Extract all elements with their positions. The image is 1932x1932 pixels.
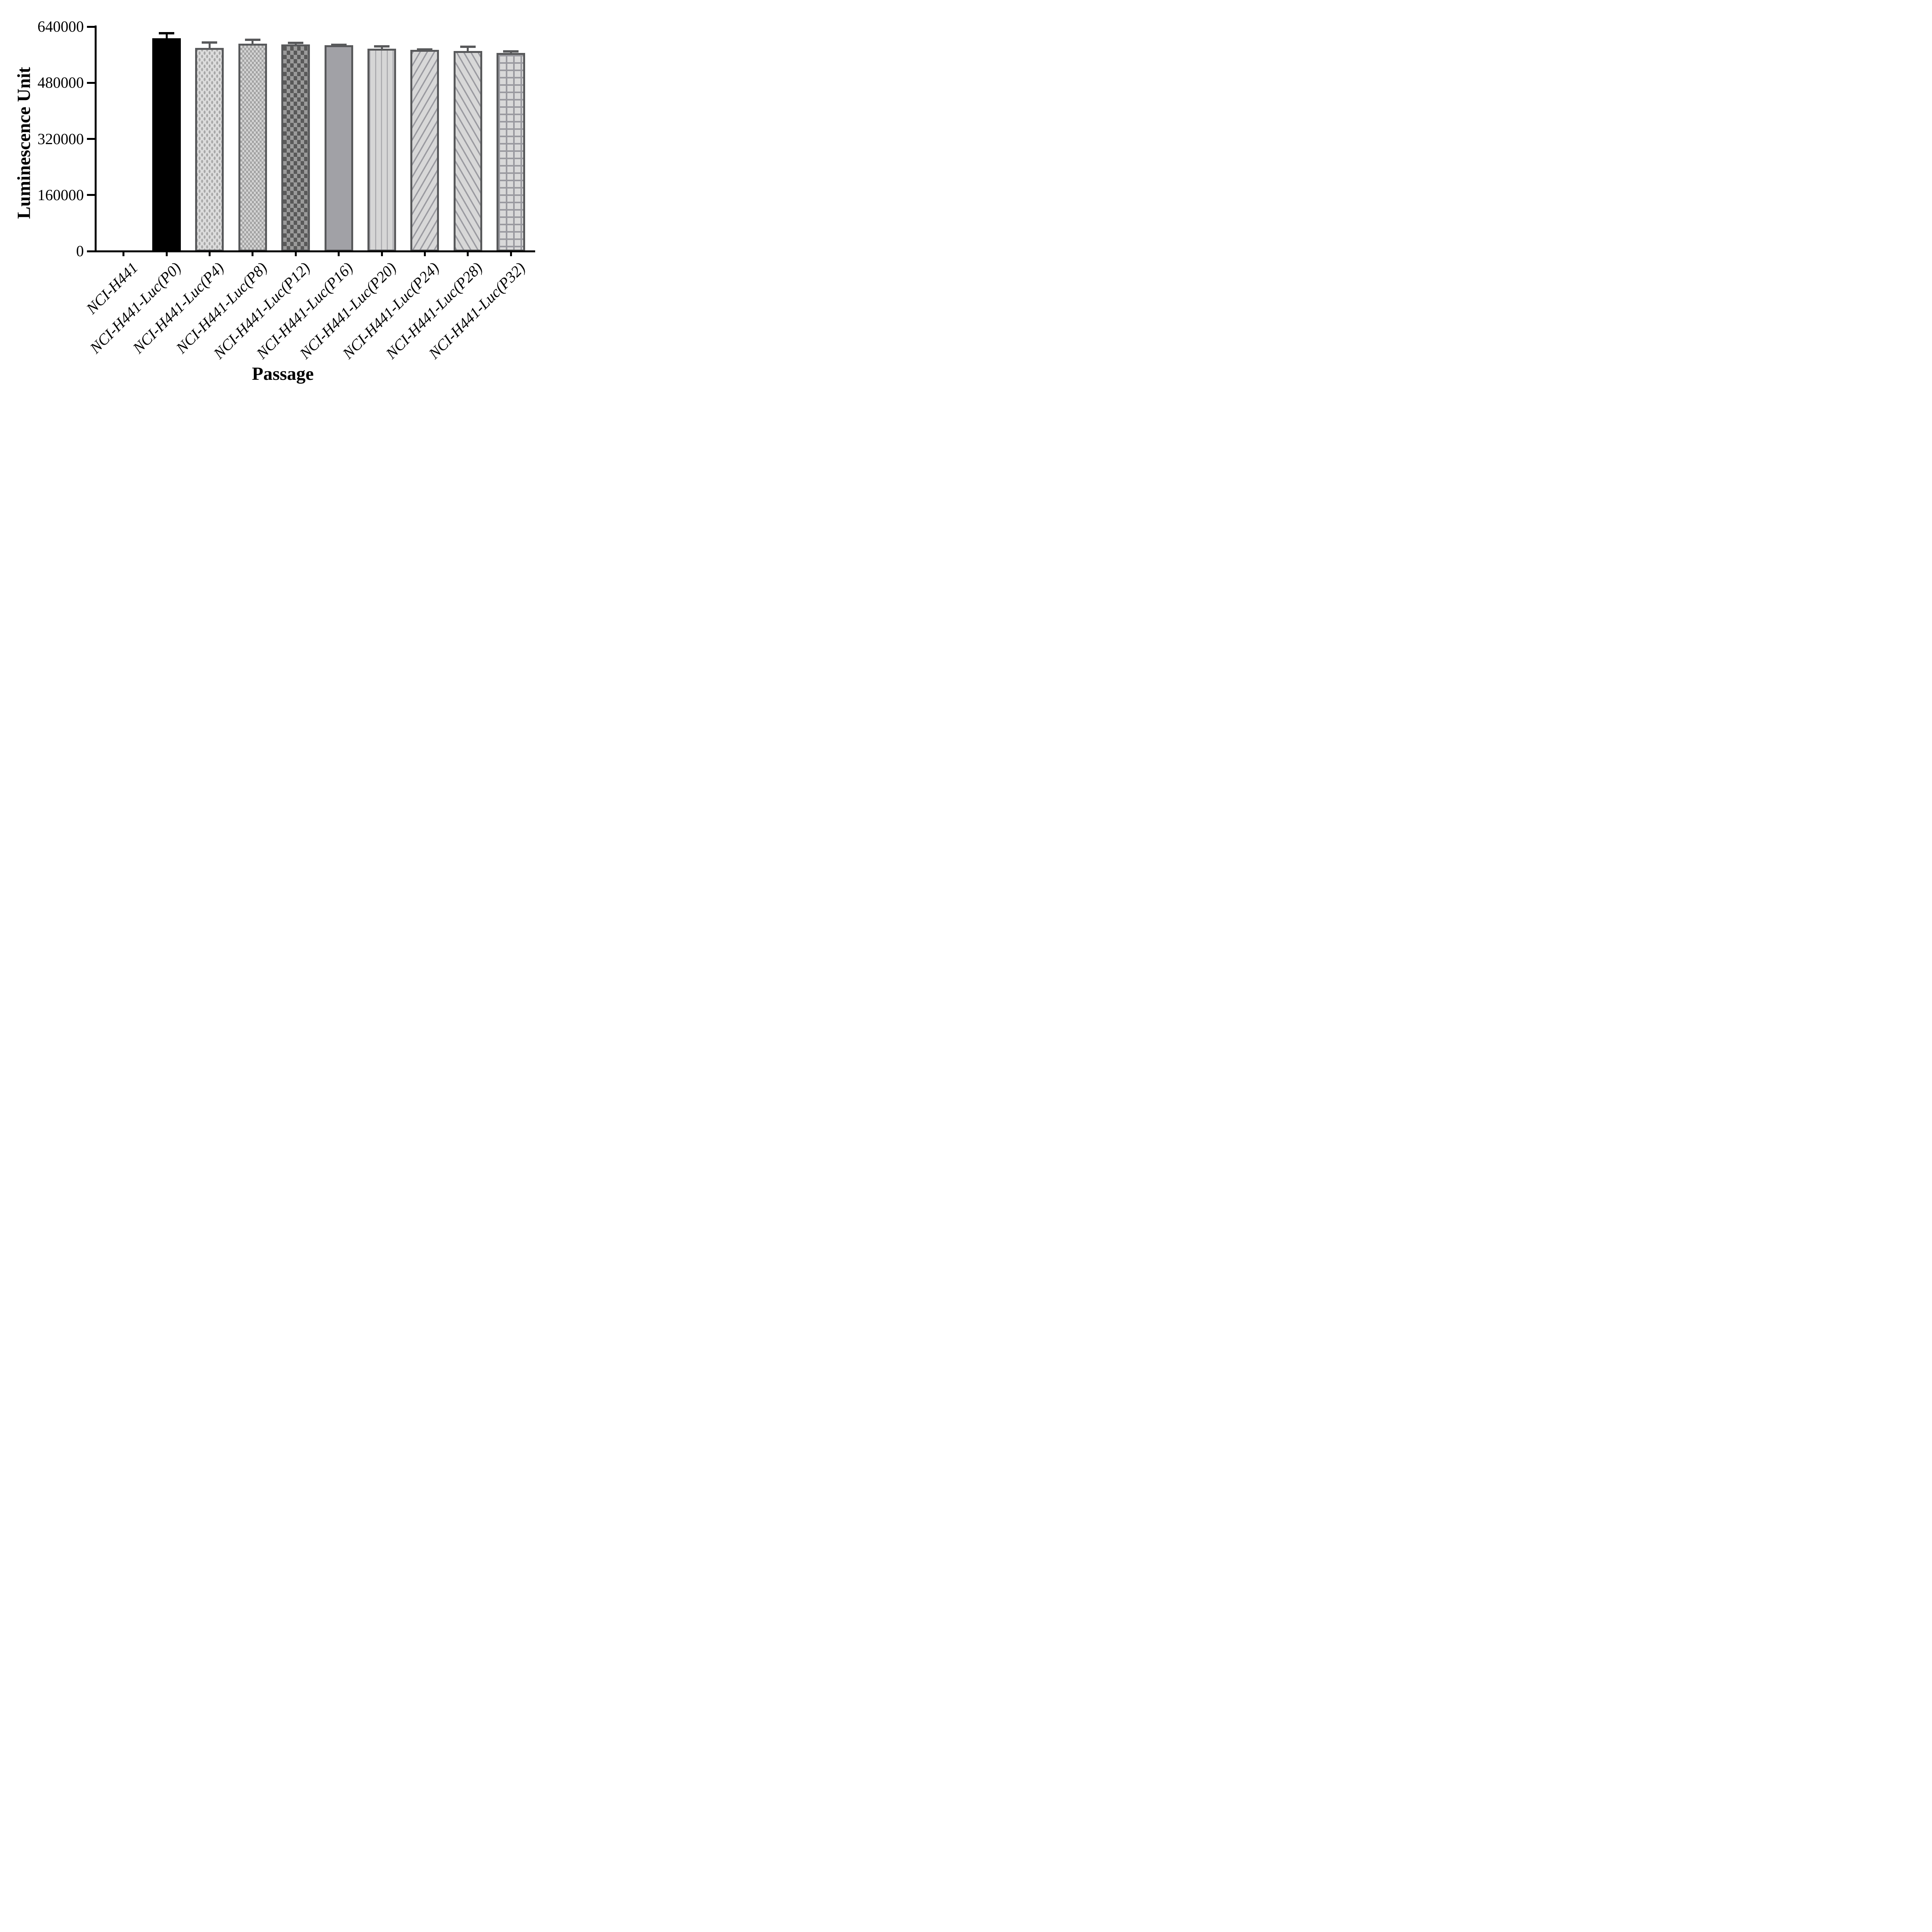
bar-NCI-H441-Luc(P24): [410, 49, 439, 252]
error-bar-cap-NCI-H441-Luc(P20): [374, 45, 389, 48]
x-tick: [510, 252, 512, 256]
error-bar-stem-NCI-H441-Luc(P8): [252, 41, 254, 45]
error-bar-stem-NCI-H441-Luc(P0): [165, 34, 168, 39]
x-axis-line: [87, 250, 535, 252]
x-tick: [467, 252, 469, 256]
x-tick: [208, 252, 211, 256]
error-bar-stem-NCI-H441-Luc(P4): [208, 44, 211, 49]
x-axis-title: Passage: [252, 364, 314, 384]
x-tick: [122, 252, 125, 256]
bar-NCI-H441-Luc(P12): [281, 44, 310, 252]
x-tick: [381, 252, 383, 256]
y-tick: [87, 82, 95, 84]
y-axis-line: [95, 26, 97, 252]
bar-chart-figure: Luminescence Unit Passage 0 160000 320000 4…: [0, 0, 566, 398]
error-bar-cap-NCI-H441-Luc(P24): [417, 48, 433, 51]
x-tick: [338, 252, 340, 256]
error-bar-cap-NCI-H441-Luc(P28): [460, 46, 476, 48]
y-tick-label: 480000: [37, 74, 84, 92]
x-tick: [165, 252, 168, 256]
y-tick: [87, 138, 95, 140]
y-tick: [87, 250, 95, 252]
bar-NCI-H441-Luc(P28): [453, 51, 482, 252]
error-bar-stem-NCI-H441-Luc(P28): [467, 48, 469, 52]
x-tick: [294, 252, 297, 256]
bar-NCI-H441-Luc(P4): [195, 48, 224, 252]
y-tick: [87, 194, 95, 196]
error-bar-cap-NCI-H441-Luc(P12): [288, 42, 304, 44]
error-bar-cap-NCI-H441-Luc(P8): [245, 38, 260, 41]
x-tick: [252, 252, 254, 256]
error-bar-stem-NCI-H441-Luc(P12): [294, 44, 297, 46]
y-tick-label: 320000: [37, 130, 84, 148]
bar-NCI-H441-Luc(P0): [152, 38, 181, 252]
error-bar-cap-NCI-H441-Luc(P32): [503, 50, 519, 53]
bar-NCI-H441-Luc(P20): [367, 49, 396, 252]
error-bar-stem-NCI-H441-Luc(P20): [381, 48, 383, 50]
bar-NCI-H441-Luc(P32): [497, 53, 526, 252]
y-tick-label: 0: [76, 242, 84, 260]
x-tick: [423, 252, 426, 256]
error-bar-stem-NCI-H441-Luc(P32): [510, 52, 512, 54]
bar-NCI-H441-Luc(P8): [238, 43, 267, 252]
error-bar-cap-NCI-H441-Luc(P16): [331, 43, 347, 46]
error-bar-cap-NCI-H441-Luc(P4): [202, 41, 218, 44]
y-tick-label: 160000: [37, 186, 84, 204]
y-tick: [87, 26, 95, 28]
y-tick-label: 640000: [37, 18, 84, 35]
bar-NCI-H441-Luc(P16): [324, 45, 353, 252]
error-bar-stem-NCI-H441-Luc(P16): [338, 46, 340, 47]
error-bar-cap-NCI-H441-Luc(P0): [159, 32, 174, 34]
